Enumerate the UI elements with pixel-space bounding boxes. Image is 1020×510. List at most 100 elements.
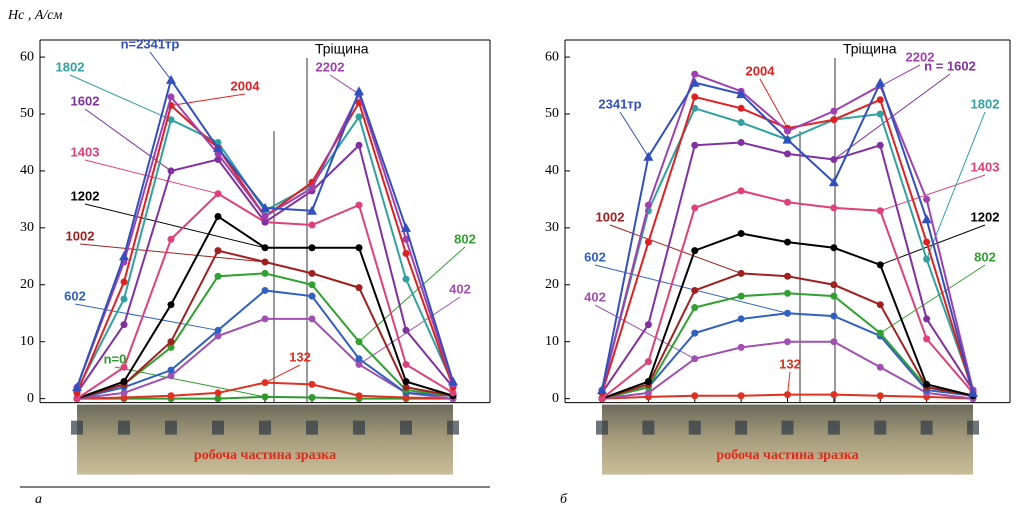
point	[213, 143, 223, 153]
point	[402, 275, 410, 283]
sample-label: робоча частина зразка	[716, 448, 858, 463]
series-label: 1403	[971, 159, 1000, 174]
point	[261, 218, 269, 226]
series-label: 802	[974, 249, 996, 264]
point	[355, 244, 363, 252]
point	[214, 212, 222, 220]
point	[691, 104, 699, 112]
point	[308, 281, 316, 289]
point	[120, 321, 128, 329]
y-tick-label: 0	[27, 391, 34, 406]
point	[782, 134, 793, 144]
point	[691, 392, 699, 400]
leader-line	[358, 296, 461, 365]
point	[644, 378, 652, 386]
point	[736, 89, 747, 99]
point	[921, 214, 932, 224]
point	[260, 202, 270, 212]
point	[167, 392, 175, 400]
series-label: 132	[779, 356, 801, 371]
point	[830, 204, 838, 212]
point	[830, 281, 838, 289]
point	[876, 392, 884, 400]
point	[167, 93, 175, 101]
point	[968, 387, 978, 397]
y-tick-label: 50	[545, 106, 559, 121]
point	[784, 198, 791, 206]
sample-spot	[400, 420, 412, 435]
point	[691, 93, 699, 101]
point	[784, 289, 791, 297]
point	[402, 249, 410, 257]
point	[737, 138, 745, 146]
point	[830, 312, 838, 320]
point	[597, 385, 607, 395]
point	[214, 389, 222, 397]
point	[737, 230, 745, 238]
panel-label: а	[35, 492, 42, 507]
point	[308, 244, 316, 252]
series-label: n = 1602	[924, 58, 976, 73]
point	[691, 204, 699, 212]
leader-line	[594, 304, 695, 360]
point	[689, 77, 700, 87]
leader-line	[79, 243, 266, 263]
point	[261, 315, 269, 323]
y-tick-label: 30	[20, 220, 34, 235]
y-tick-label: 20	[20, 277, 34, 292]
leader-line	[759, 78, 788, 129]
point	[402, 360, 410, 368]
point	[691, 286, 699, 294]
point	[923, 315, 931, 323]
point	[214, 395, 222, 403]
point	[214, 332, 222, 340]
point	[876, 141, 884, 149]
sample-spot	[71, 420, 83, 435]
point	[784, 272, 791, 280]
sample-spot	[447, 420, 459, 435]
point	[120, 363, 128, 371]
point	[402, 326, 410, 334]
point	[784, 338, 791, 346]
sample-photo	[602, 404, 973, 475]
y-tick-label: 60	[545, 49, 559, 64]
point	[307, 205, 317, 215]
y-axis-label: Hc , А/см	[7, 8, 62, 23]
point	[830, 244, 838, 252]
sample-label: робоча частина зразка	[194, 448, 336, 463]
sample-spot	[688, 420, 701, 435]
leader-line	[170, 93, 246, 106]
point	[691, 141, 699, 149]
leader-line	[74, 303, 219, 331]
point	[355, 141, 363, 149]
sample-spot	[967, 420, 979, 435]
point	[644, 321, 652, 329]
y-tick-label: 10	[545, 334, 559, 349]
point	[72, 382, 82, 392]
series-label: n=0	[104, 351, 127, 366]
sample-spot	[735, 420, 748, 435]
y-tick-label: 60	[20, 49, 34, 64]
point	[355, 113, 363, 121]
crack-label: Тріщина	[315, 41, 369, 57]
series-label: 602	[64, 288, 86, 303]
leader-line	[926, 111, 986, 260]
point	[167, 343, 175, 351]
leader-line	[264, 364, 301, 384]
point	[737, 392, 745, 400]
series-label: 1802	[971, 96, 1000, 111]
point	[308, 221, 316, 229]
point	[737, 343, 745, 351]
sample-photo	[77, 404, 453, 475]
point	[308, 315, 316, 323]
series-label: 1602	[71, 93, 100, 108]
point	[167, 372, 175, 380]
series-label: 1403	[71, 144, 100, 159]
point	[355, 355, 363, 363]
sample-spot	[874, 420, 887, 435]
point	[644, 201, 652, 209]
series-label: 2004	[746, 63, 776, 78]
sample-spot	[642, 420, 655, 435]
point	[214, 247, 222, 255]
